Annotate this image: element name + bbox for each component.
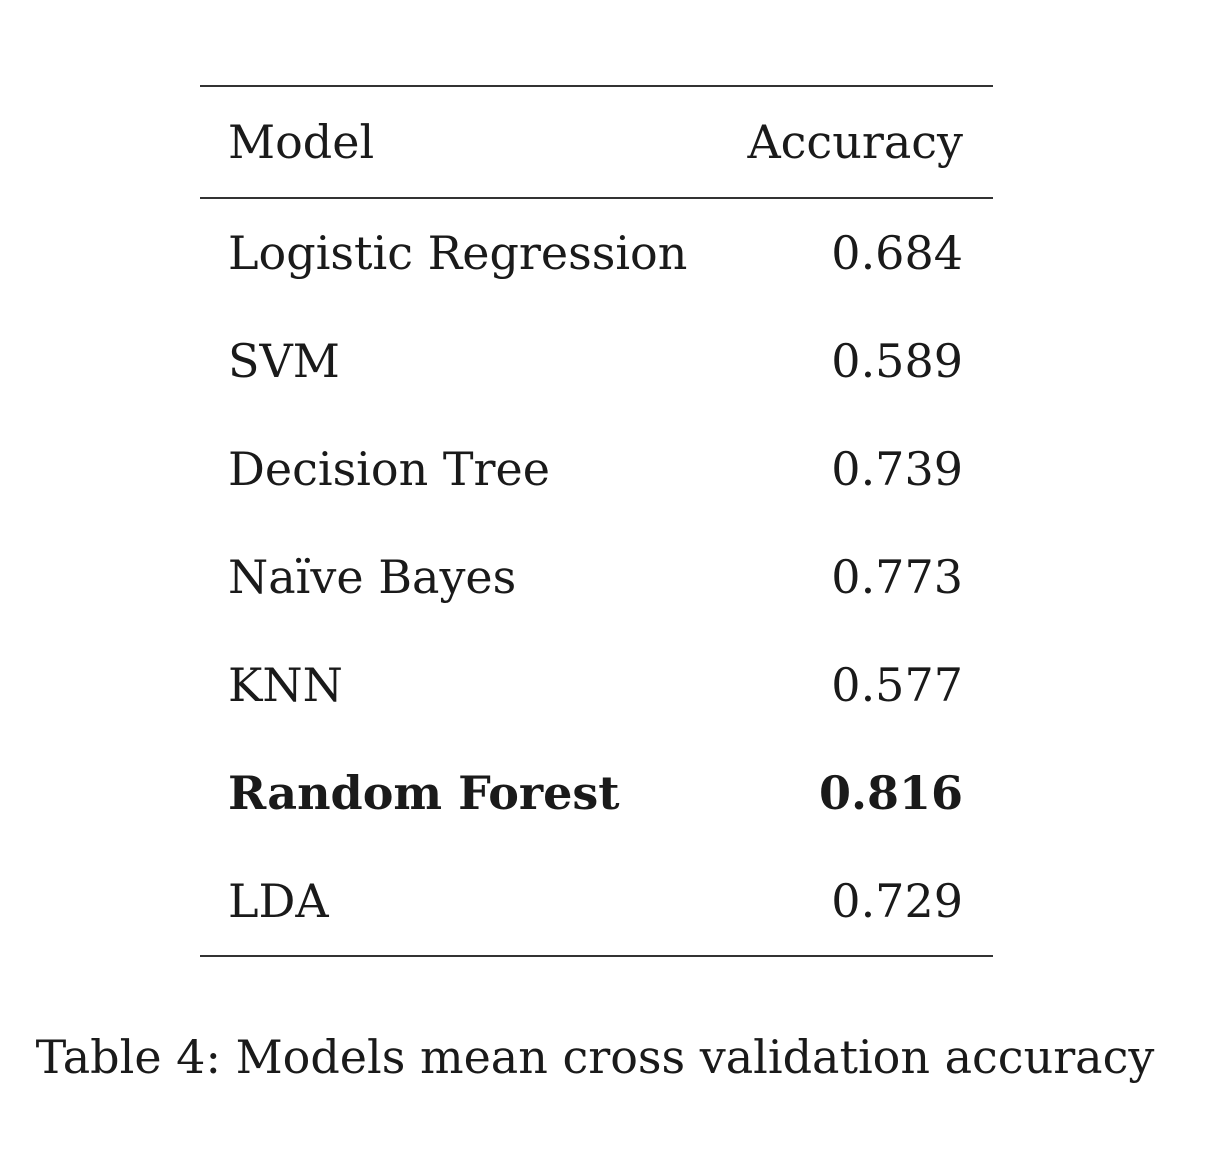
accuracy-value: 0.739 — [831, 442, 963, 496]
results-table: Model Accuracy Logistic Regression 0.684… — [200, 85, 993, 957]
table-row: SVM 0.589 — [200, 307, 993, 415]
table-row: KNN 0.577 — [200, 631, 993, 739]
model-name: Random Forest — [228, 766, 620, 820]
accuracy-value: 0.729 — [831, 874, 963, 928]
table-row-best: Random Forest 0.816 — [200, 739, 993, 847]
results-table-container: Model Accuracy Logistic Regression 0.684… — [200, 85, 993, 957]
model-name: Logistic Regression — [228, 226, 688, 280]
accuracy-value: 0.773 — [831, 550, 963, 604]
header-accuracy: Accuracy — [747, 115, 963, 169]
table-row: Naïve Bayes 0.773 — [200, 523, 993, 631]
accuracy-value: 0.577 — [831, 658, 963, 712]
accuracy-value: 0.684 — [831, 226, 963, 280]
model-name: Decision Tree — [228, 442, 550, 496]
accuracy-value: 0.816 — [818, 766, 963, 820]
table-row: Decision Tree 0.739 — [200, 415, 993, 523]
model-name: LDA — [228, 874, 329, 928]
table-row: Logistic Regression 0.684 — [200, 198, 993, 307]
model-name: KNN — [228, 658, 343, 712]
header-model: Model — [228, 115, 375, 169]
table-header-row: Model Accuracy — [200, 86, 993, 198]
model-name: SVM — [228, 334, 340, 388]
table-caption: Table 4: Models mean cross validation ac… — [35, 1030, 1155, 1084]
accuracy-value: 0.589 — [831, 334, 963, 388]
model-name: Naïve Bayes — [228, 550, 517, 604]
table-row: LDA 0.729 — [200, 847, 993, 956]
